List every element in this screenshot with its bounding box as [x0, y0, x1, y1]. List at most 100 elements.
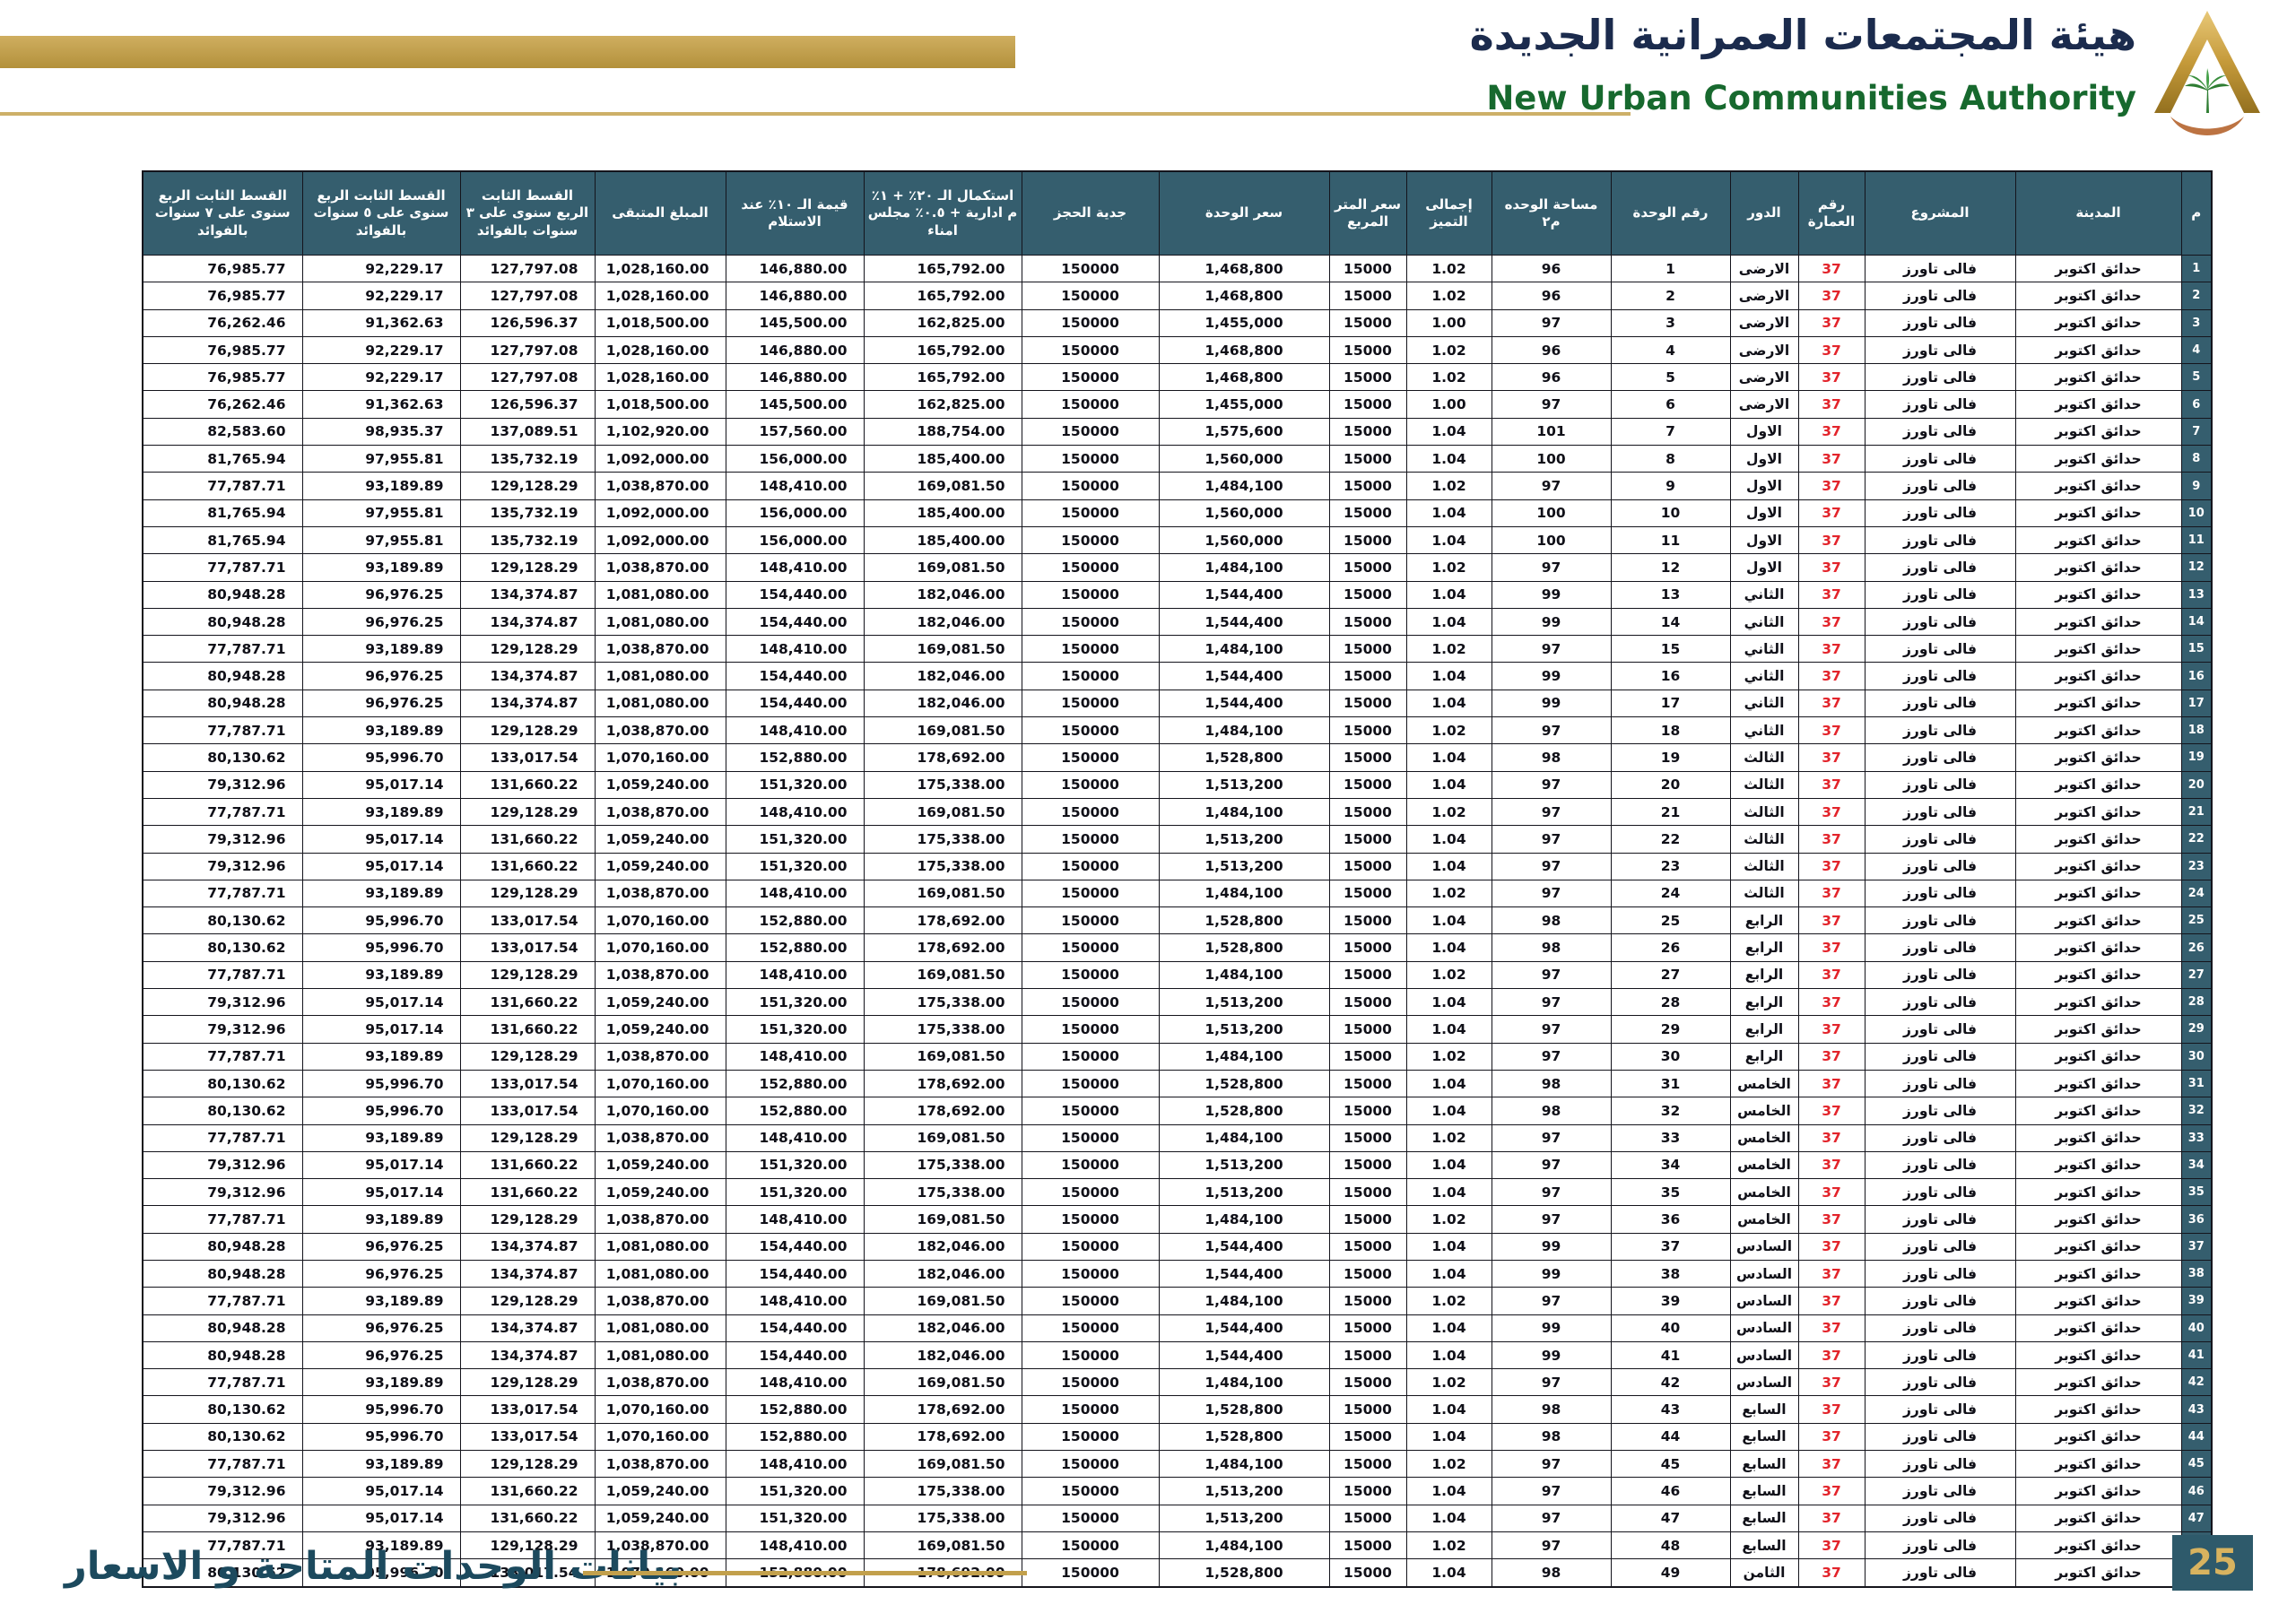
cell-reservation: 150000 [1021, 1232, 1160, 1261]
cell-premium: 1.04 [1405, 743, 1492, 772]
cell-unit_price: 1,484,100 [1158, 716, 1330, 745]
cell-area: 99 [1491, 689, 1612, 718]
cell-delivery_10: 152,880.00 [725, 1422, 865, 1452]
cell-building: 37 [1797, 906, 1866, 935]
cell-inst_5y: 92,229.17 [301, 282, 461, 310]
cell-building: 37 [1797, 1422, 1866, 1452]
cell-unit: 21 [1610, 797, 1731, 827]
cell-unit: 17 [1610, 689, 1731, 718]
cell-building: 37 [1797, 1450, 1866, 1479]
cell-area: 97 [1491, 1123, 1612, 1152]
cell-inst_3y: 137,089.51 [459, 417, 596, 447]
column-header-meter_price: سعر المتر المربع [1328, 170, 1407, 256]
cell-unit_price: 1,560,000 [1158, 525, 1330, 555]
cell-floor: الخامس [1729, 1097, 1799, 1125]
cell-unit_price: 1,544,400 [1158, 689, 1330, 718]
cell-remaining: 1,081,080.00 [594, 662, 726, 690]
cell-area: 96 [1491, 335, 1612, 365]
cell-completion_20: 178,692.00 [863, 1422, 1022, 1452]
table-row: 1 حدائق اكتوبر فالى تاورز 37 الارضى 1 96 1.02 15… [142, 254, 2213, 283]
cell-completion_20: 175,338.00 [863, 852, 1022, 880]
cell-unit: 15 [1610, 635, 1731, 664]
table-row: 18 حدائق اكتوبر فالى تاورز 37 الثاني 18 97 1.02… [142, 716, 2213, 745]
cell-building: 37 [1797, 1531, 1866, 1560]
cell-floor: الثالث [1729, 770, 1799, 799]
cell-meter_price: 15000 [1328, 525, 1407, 555]
cell-idx: 17 [2180, 689, 2213, 718]
table-row: 32 حدائق اكتوبر فالى تاورز 37 الخامس 32 98 1.04… [142, 1097, 2213, 1125]
table-row: 22 حدائق اكتوبر فالى تاورز 37 الثالث 22 97 1.04… [142, 825, 2213, 854]
cell-unit_price: 1,528,800 [1158, 743, 1330, 772]
cell-unit: 14 [1610, 607, 1731, 637]
cell-completion_20: 178,692.00 [863, 1097, 1022, 1125]
cell-building: 37 [1797, 363, 1866, 392]
cell-delivery_10: 148,410.00 [725, 553, 865, 582]
cell-idx: 33 [2180, 1123, 2213, 1152]
cell-floor: السادس [1729, 1340, 1799, 1370]
column-header-floor: الدور [1729, 170, 1799, 256]
cell-inst_5y: 95,017.14 [301, 1178, 461, 1207]
table-row: 23 حدائق اكتوبر فالى تاورز 37 الثالث 23 97 1.04… [142, 852, 2213, 880]
table-row: 34 حدائق اكتوبر فالى تاورز 37 الخامس 34 97 1.04… [142, 1150, 2213, 1180]
cell-inst_7y: 77,787.71 [142, 1205, 303, 1234]
cell-floor: الارضى [1729, 363, 1799, 392]
column-header-inst_5y: القسط الثابت الربع سنوى على ٥ سنوات بالف… [301, 170, 461, 256]
cell-inst_3y: 134,374.87 [459, 1259, 596, 1288]
cell-building: 37 [1797, 988, 1866, 1017]
cell-idx: 35 [2180, 1178, 2213, 1207]
units-price-table-wrap: م المدينة المشروع رقم العمارة الدور رقم الوحد… [142, 170, 2213, 1588]
cell-inst_7y: 76,985.77 [142, 254, 303, 283]
cell-unit_price: 1,513,200 [1158, 1150, 1330, 1180]
cell-unit_price: 1,544,400 [1158, 1314, 1330, 1342]
authority-title-arabic: هيئة المجتمعات العمرانية الجديدة [1469, 11, 2136, 59]
cell-idx: 16 [2180, 662, 2213, 690]
table-row: 3 حدائق اكتوبر فالى تاورز 37 الارضى 3 97 1.00 15… [142, 308, 2213, 337]
cell-meter_price: 15000 [1328, 797, 1407, 827]
cell-floor: الاول [1729, 499, 1799, 527]
cell-reservation: 150000 [1021, 254, 1160, 283]
cell-delivery_10: 152,880.00 [725, 1395, 865, 1424]
cell-project: فالى تاورز [1864, 1205, 2016, 1234]
cell-unit: 34 [1610, 1150, 1731, 1180]
cell-reservation: 150000 [1021, 960, 1160, 990]
cell-inst_7y: 81,765.94 [142, 525, 303, 555]
cell-project: فالى تاورز [1864, 1450, 2016, 1479]
cell-meter_price: 15000 [1328, 308, 1407, 337]
cell-reservation: 150000 [1021, 1340, 1160, 1370]
cell-unit_price: 1,575,600 [1158, 417, 1330, 447]
cell-floor: الخامس [1729, 1123, 1799, 1152]
cell-unit: 16 [1610, 662, 1731, 690]
cell-premium: 1.02 [1405, 1531, 1492, 1560]
cell-idx: 14 [2180, 607, 2213, 637]
cell-building: 37 [1797, 1123, 1866, 1152]
table-row: 19 حدائق اكتوبر فالى تاورز 37 الثالث 19 98 1.04… [142, 743, 2213, 772]
cell-unit_price: 1,560,000 [1158, 499, 1330, 527]
cell-inst_7y: 77,787.71 [142, 797, 303, 827]
cell-meter_price: 15000 [1328, 335, 1407, 365]
cell-city: حدائق اكتوبر [2014, 499, 2182, 527]
cell-unit_price: 1,468,800 [1158, 363, 1330, 392]
cell-city: حدائق اكتوبر [2014, 335, 2182, 365]
cell-inst_7y: 80,948.28 [142, 1340, 303, 1370]
cell-area: 97 [1491, 1287, 1612, 1315]
cell-city: حدائق اكتوبر [2014, 282, 2182, 310]
cell-remaining: 1,038,870.00 [594, 1368, 726, 1397]
cell-project: فالى تاورز [1864, 335, 2016, 365]
cell-unit: 39 [1610, 1287, 1731, 1315]
cell-unit_price: 1,528,800 [1158, 1395, 1330, 1424]
cell-idx: 25 [2180, 906, 2213, 935]
cell-meter_price: 15000 [1328, 1042, 1407, 1071]
cell-floor: الاول [1729, 525, 1799, 555]
cell-floor: الرابع [1729, 988, 1799, 1017]
cell-city: حدائق اكتوبر [2014, 852, 2182, 880]
cell-unit_price: 1,513,200 [1158, 852, 1330, 880]
cell-city: حدائق اكتوبر [2014, 1450, 2182, 1479]
cell-premium: 1.04 [1405, 1150, 1492, 1180]
cell-floor: السابع [1729, 1477, 1799, 1505]
cell-inst_7y: 77,787.71 [142, 472, 303, 500]
cell-delivery_10: 156,000.00 [725, 525, 865, 555]
cell-project: فالى تاورز [1864, 960, 2016, 990]
cell-remaining: 1,092,000.00 [594, 499, 726, 527]
cell-project: فالى تاورز [1864, 1123, 2016, 1152]
cell-completion_20: 169,081.50 [863, 472, 1022, 500]
